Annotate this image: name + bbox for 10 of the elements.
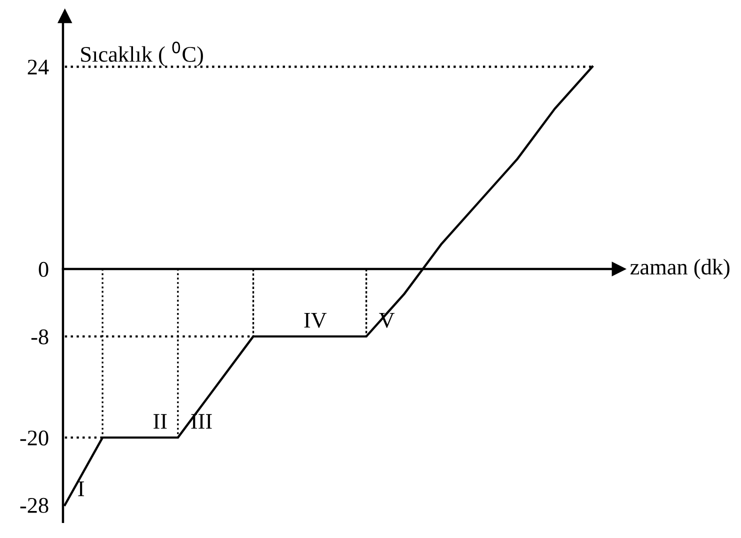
data-label: IV [304, 312, 327, 328]
y-tick-label: -20 [20, 430, 48, 446]
x-axis-title: zaman (dk) [630, 258, 730, 280]
y-tick-label: 0 [38, 262, 48, 277]
y-axis-title: Sıcaklık ( $^{0}$C) [81, 42, 203, 66]
data-label: I [78, 482, 84, 496]
data-label: II [154, 414, 167, 429]
y-tick-label: -28 [20, 498, 48, 513]
y-tick-label: -8 [31, 329, 48, 344]
y-tick-label: 24 [28, 60, 49, 74]
